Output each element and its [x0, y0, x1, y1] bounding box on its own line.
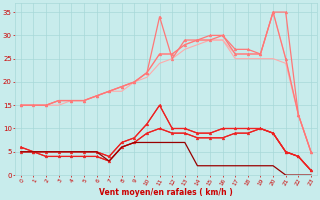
X-axis label: Vent moyen/en rafales ( km/h ): Vent moyen/en rafales ( km/h ): [99, 188, 233, 197]
